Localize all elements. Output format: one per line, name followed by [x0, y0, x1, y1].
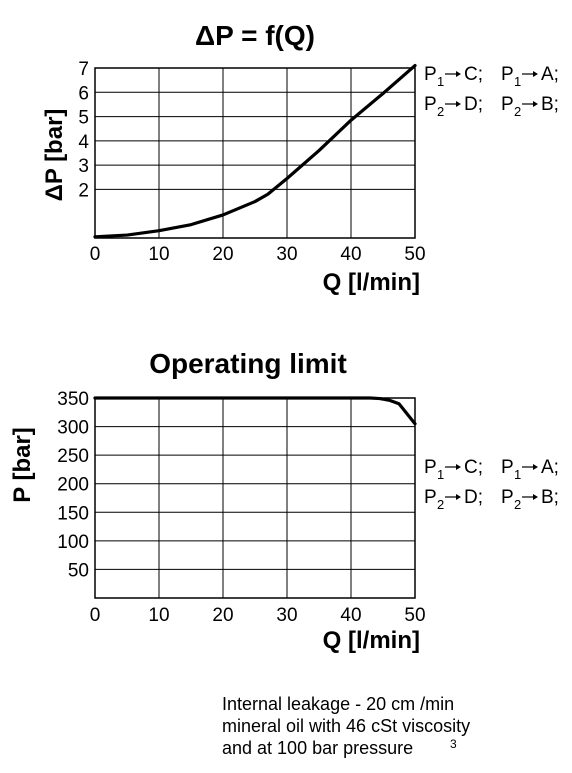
legend-port-subscript: 1	[514, 74, 521, 89]
x-axis-label: Q [l/min]	[323, 269, 420, 296]
note-superscript: 3	[450, 737, 457, 751]
x-tick-label: 40	[340, 244, 361, 265]
legend-arrowhead	[533, 71, 538, 77]
x-tick-label: 10	[148, 244, 169, 265]
chart-title: Operating limit	[149, 348, 347, 379]
x-tick-label: 50	[404, 244, 425, 265]
legend-port: P	[501, 487, 514, 508]
x-axis-label: Q [l/min]	[323, 627, 420, 654]
legend-port: P	[424, 457, 437, 478]
plot-frame	[94, 397, 416, 599]
y-axis-label: P [bar]	[9, 427, 36, 503]
y-tick-label: 150	[57, 503, 89, 524]
legend-arrowhead	[456, 101, 461, 107]
legend-port: P	[424, 487, 437, 508]
y-tick-label: 100	[57, 532, 89, 553]
series-line	[93, 396, 417, 426]
y-tick-label: 2	[78, 180, 89, 201]
legend-port: P	[424, 64, 437, 85]
legend-target: A;	[541, 64, 559, 85]
y-tick-label: 350	[57, 389, 89, 410]
legend-port: P	[501, 64, 514, 85]
y-tick-label: 4	[78, 132, 89, 153]
legend-target: C;	[464, 457, 483, 478]
legend-target: B;	[541, 487, 559, 508]
legend-target: B;	[541, 94, 559, 115]
legend-port-subscript: 1	[514, 467, 521, 482]
legend-arrowhead	[456, 464, 461, 470]
y-tick-label: 300	[57, 418, 89, 439]
legend-target: C;	[464, 64, 483, 85]
legend-target: A;	[541, 457, 559, 478]
x-tick-label: 30	[276, 244, 297, 265]
note-line-2: mineral oil with 46 cSt viscosity	[222, 716, 471, 736]
y-tick-label: 200	[57, 475, 89, 496]
legend-port-subscript: 1	[437, 467, 444, 482]
legend-target: D;	[464, 487, 483, 508]
legend-port-subscript: 2	[437, 497, 444, 512]
x-tick-label: 20	[212, 244, 233, 265]
y-tick-label: 50	[68, 560, 89, 581]
note-line-3: and at 100 bar pressure	[222, 738, 414, 758]
y-tick-label: 5	[78, 108, 89, 129]
y-tick-label: 6	[78, 83, 89, 104]
legend-arrowhead	[533, 494, 538, 500]
x-tick-label: 40	[340, 605, 361, 626]
legend-arrowhead	[456, 71, 461, 77]
x-tick-label: 20	[212, 605, 233, 626]
legend-port-subscript: 2	[437, 104, 444, 119]
legend-port-subscript: 2	[514, 104, 521, 119]
y-tick-label: 250	[57, 446, 89, 467]
legend-port-subscript: 2	[514, 497, 521, 512]
x-tick-label: 0	[90, 605, 101, 626]
legend-port-subscript: 1	[437, 74, 444, 89]
legend-arrowhead	[533, 101, 538, 107]
legend-port: P	[424, 94, 437, 115]
series-line	[93, 63, 417, 239]
legend-arrowhead	[533, 464, 538, 470]
leakage-note: Internal leakage - 20 cm /min mineral oi…	[222, 693, 562, 759]
x-tick-label: 0	[90, 244, 101, 265]
x-tick-label: 50	[404, 605, 425, 626]
note-line-1: Internal leakage - 20 cm /min	[222, 694, 455, 714]
y-tick-label: 3	[78, 156, 89, 177]
chart-title: ΔP = f(Q)	[195, 20, 315, 51]
legend-target: D;	[464, 94, 483, 115]
y-tick-label: 7	[78, 59, 89, 80]
legend-port: P	[501, 457, 514, 478]
x-tick-label: 30	[276, 605, 297, 626]
y-axis-label: ΔP [bar]	[41, 109, 68, 202]
x-tick-label: 10	[148, 605, 169, 626]
legend-port: P	[501, 94, 514, 115]
plot-frame	[94, 67, 416, 239]
legend-arrowhead	[456, 494, 461, 500]
